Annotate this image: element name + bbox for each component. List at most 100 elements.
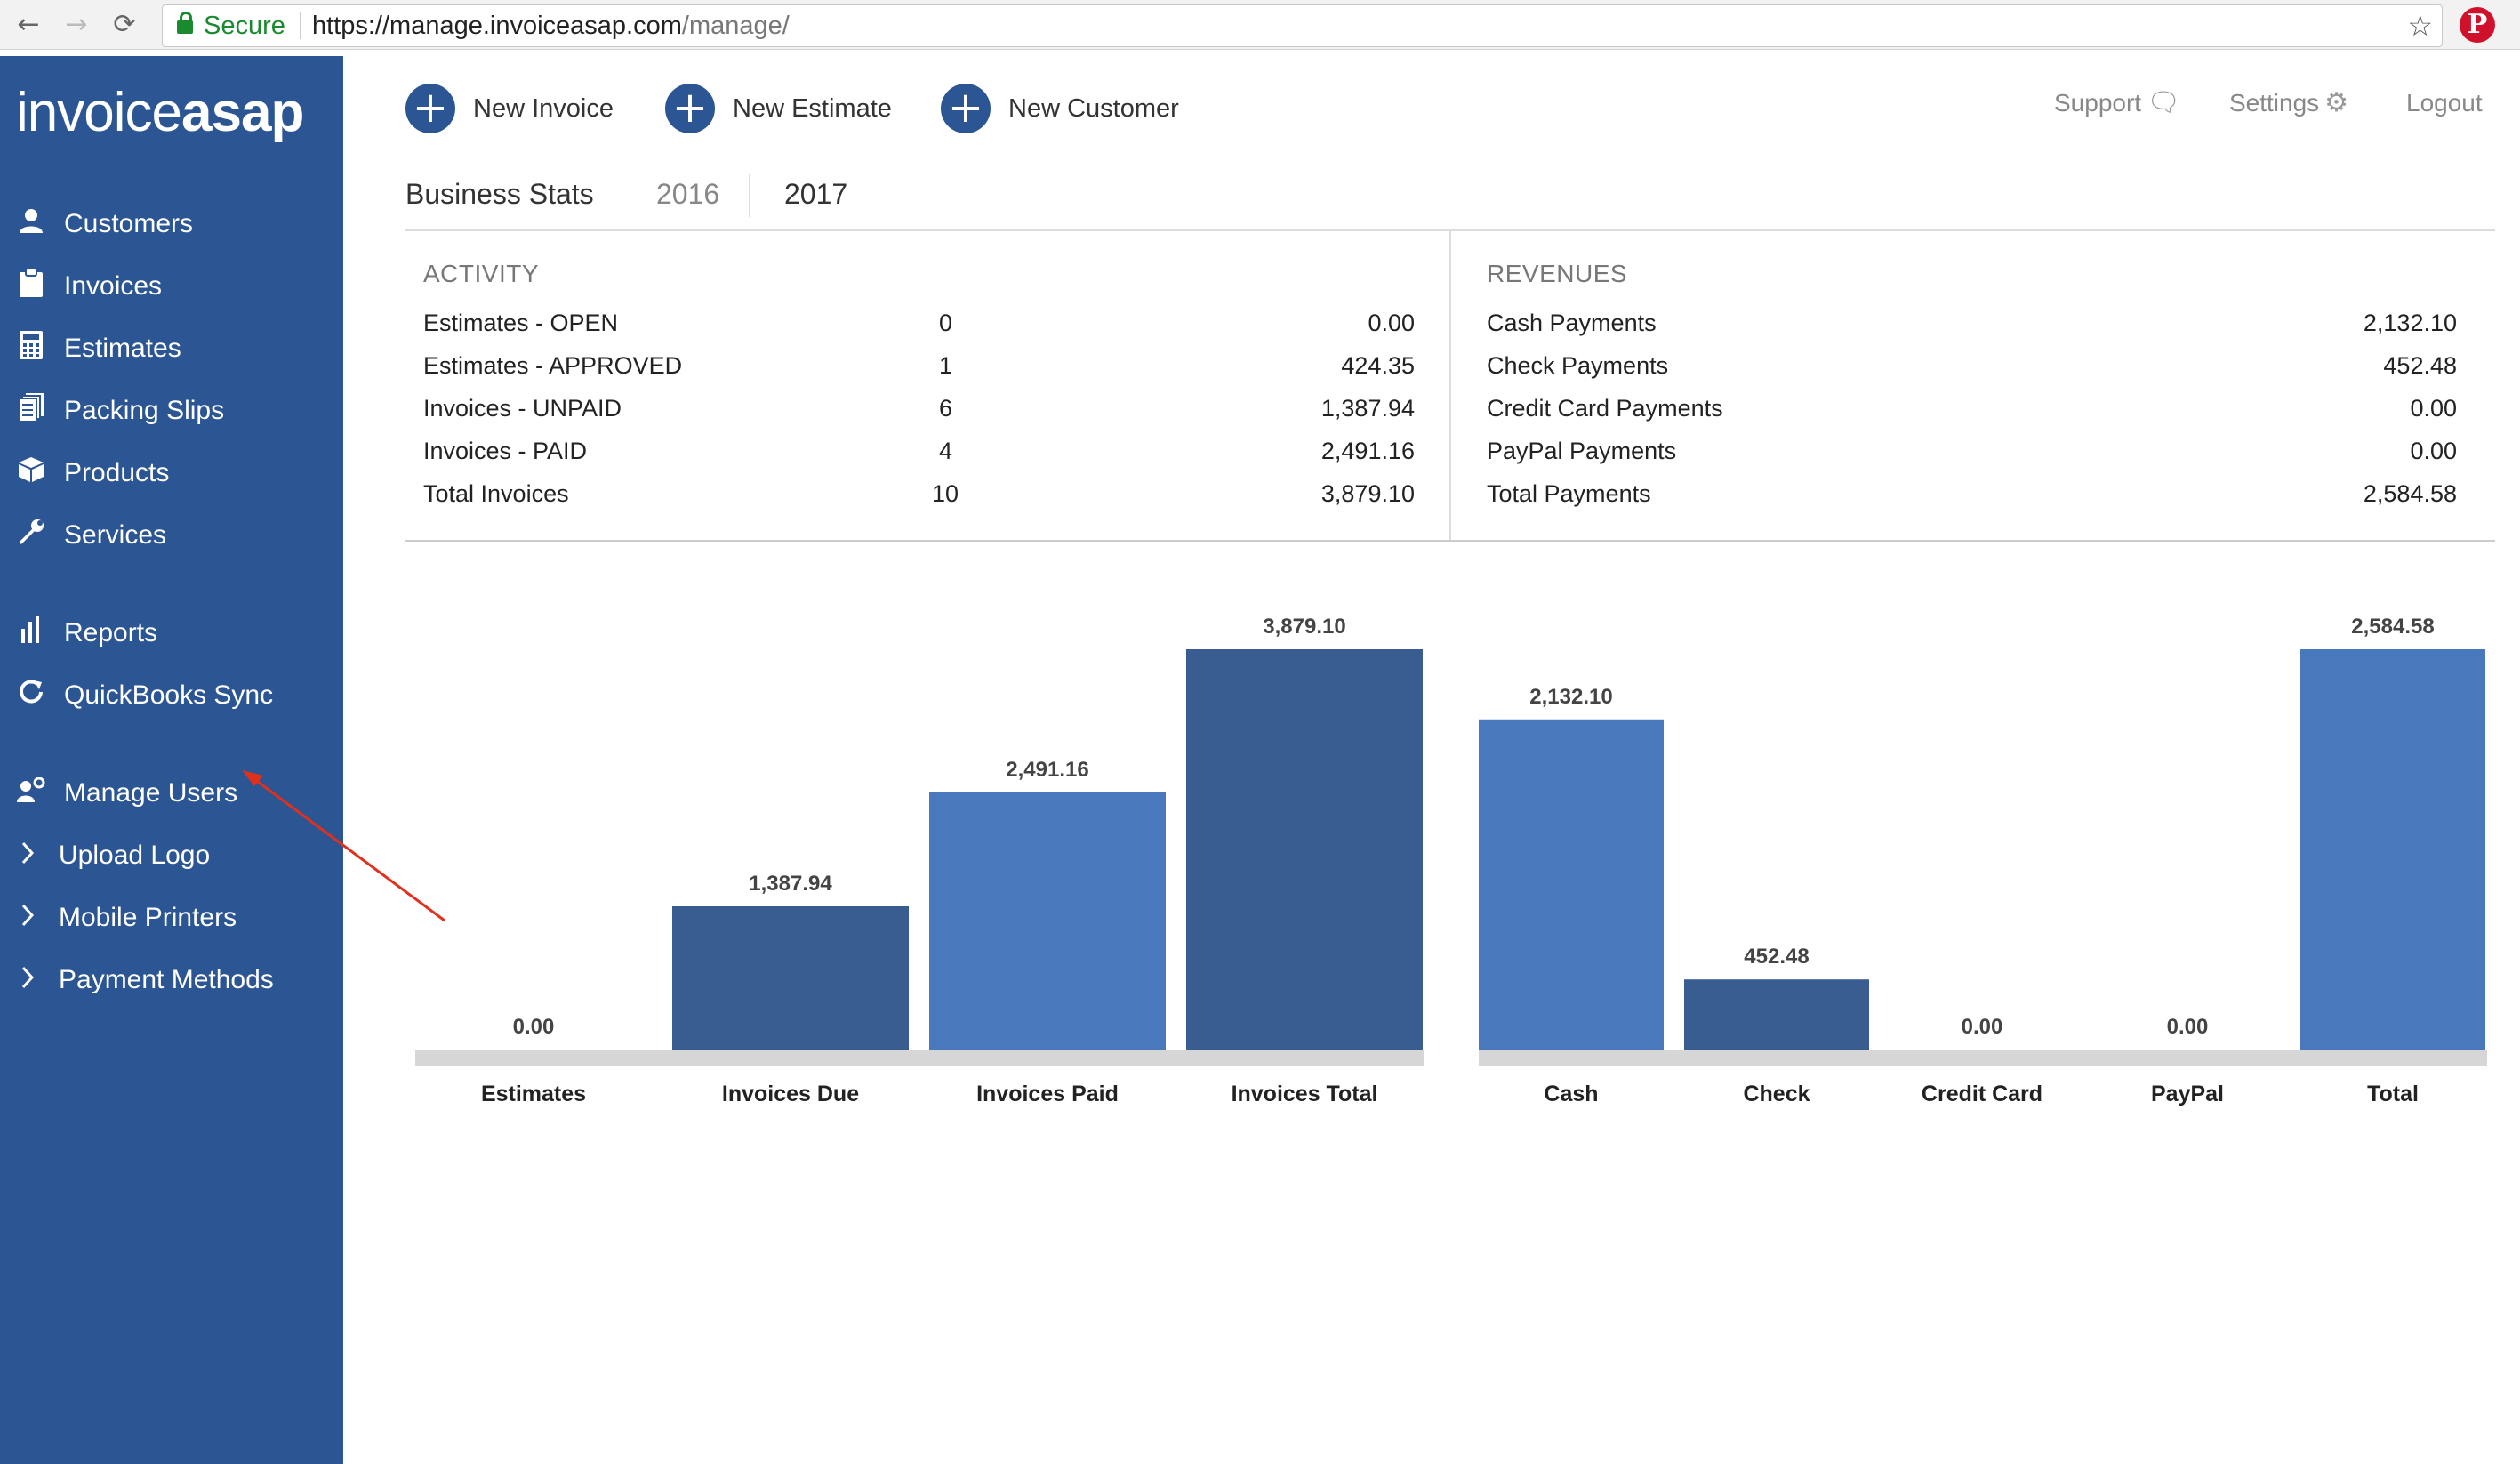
chart-category-label: Invoices Due [722,1082,859,1106]
clipboard-icon [14,268,48,304]
revenues-heading: REVENUES [1487,260,1628,287]
sidebar-item-manage-users[interactable]: Manage Users [0,767,343,820]
new-customer-button[interactable]: + New Customer [941,84,1179,133]
forward-arrow-icon[interactable]: → [65,9,88,40]
sidebar: invoiceasap Customers Invoices Estimates… [0,56,343,1464]
revenue-amount: 0.00 [2410,438,2457,464]
settings-link[interactable]: Settings ⚙ [2229,85,2348,121]
sidebar-item-services[interactable]: Services [0,509,343,562]
address-bar[interactable]: Secure https://manage.invoiceasap.com/ma… [162,4,2443,47]
table-row: Cash Payments 2,132.10 [1487,302,2457,344]
table-row: PayPal Payments 0.00 [1487,430,2457,472]
sidebar-item-label: Estimates [64,334,181,363]
table-row: Check Payments 452.48 [1487,344,2457,387]
revenue-label: Check Payments [1487,352,1669,379]
table-row: Invoices - UNPAID 6 1,387.94 [423,387,1415,430]
sidebar-item-label: Customers [64,209,194,238]
year-tab-2016[interactable]: 2016 [656,178,720,210]
chevron-right-icon [14,839,41,873]
chart-value-label: 2,491.16 [1006,758,1088,782]
table-row: Estimates - APPROVED 1 424.35 [423,344,1415,387]
chart-bar [1186,649,1423,1050]
chart-value-label: 3,879.10 [1263,615,1345,639]
sidebar-item-customers[interactable]: Customers [0,197,343,251]
chart-value-label: 2,132.10 [1529,685,1612,709]
activity-count: 10 [932,480,959,507]
chart-value-label: 0.00 [513,1015,555,1039]
chart-bar [929,792,1166,1050]
activity-count: 6 [939,395,953,422]
plus-circle-icon: + [665,84,715,133]
table-row: Total Invoices 10 3,879.10 [423,472,1415,515]
chart-category-label: Credit Card [1922,1082,2042,1106]
chart-category-label: Check [1743,1082,1810,1106]
table-row: Estimates - OPEN 0 0.00 [423,302,1415,344]
url-separator [300,12,301,39]
chart-category-label: Total [2367,1082,2419,1106]
chart-category-label: Invoices Paid [976,1082,1119,1106]
chat-bubble-icon: 🗨 [2147,87,2181,118]
revenue-amount: 452.48 [2383,352,2457,379]
bookmark-star-icon[interactable]: ☆ [2407,9,2433,43]
activity-amount: 424.35 [1341,352,1415,379]
activity-label: Total Invoices [423,480,569,507]
sidebar-item-quickbooks-sync[interactable]: QuickBooks Sync [0,669,343,722]
url-text[interactable]: https://manage.invoiceasap.com/manage/ [312,5,790,46]
revenue-label: Cash Payments [1487,310,1657,336]
settings-label: Settings [2229,89,2320,117]
support-link[interactable]: Support 🗨 [2054,85,2180,121]
logout-label: Logout [2406,89,2483,117]
activity-amount: 3,879.10 [1320,480,1415,507]
reload-icon[interactable]: ⟳ [113,9,136,40]
revenue-amount: 0.00 [2410,395,2457,422]
chart-baseline [1479,1050,2487,1066]
new-invoice-label: New Invoice [473,93,614,123]
new-invoice-button[interactable]: + New Invoice [405,84,614,133]
sidebar-item-mobile-printers[interactable]: Mobile Printers [0,891,343,945]
sidebar-item-invoices[interactable]: Invoices [0,260,343,313]
pinterest-extension-icon[interactable]: P [2460,7,2495,43]
manage-users-icon [14,776,48,809]
sidebar-item-products[interactable]: Products [0,446,343,500]
logo-part-asap: asap [181,82,304,143]
sidebar-item-label: Manage Users [64,778,238,808]
browser-toolbar: ← → ⟳ Secure https://manage.invoiceasap.… [0,0,2520,50]
chart-bar [1684,979,1869,1050]
chart-category-label: Estimates [481,1082,586,1106]
sidebar-item-reports[interactable]: Reports [0,607,343,660]
chart-bar [1479,719,1664,1050]
bar-chart-icon [14,616,48,650]
sidebar-item-payment-methods[interactable]: Payment Methods [0,953,343,1007]
chart-bar [672,905,909,1050]
revenue-label: PayPal Payments [1487,438,1677,464]
sidebar-item-label: Mobile Printers [59,903,237,932]
revenue-label: Credit Card Payments [1487,395,1723,422]
back-arrow-icon[interactable]: ← [17,9,40,40]
new-customer-label: New Customer [1008,93,1179,123]
calculator-icon [14,331,48,366]
logout-link[interactable]: Logout [2406,85,2483,121]
chevron-right-icon [14,901,41,935]
plus-circle-icon: + [941,84,991,133]
user-icon [14,208,48,240]
sidebar-item-estimates[interactable]: Estimates [0,322,343,375]
activity-label: Invoices - PAID [423,438,588,464]
sync-icon [14,679,48,712]
new-estimate-label: New Estimate [733,93,892,123]
activity-count: 4 [939,438,953,464]
url-base: https://manage.invoiceasap.com [312,12,682,40]
plus-circle-icon: + [405,84,455,133]
table-row: Invoices - PAID 4 2,491.16 [423,430,1415,472]
new-estimate-button[interactable]: + New Estimate [665,84,892,133]
sidebar-item-label: Payment Methods [59,965,274,994]
sidebar-item-label: Packing Slips [64,396,225,425]
table-row: Total Payments 2,584.58 [1487,472,2457,515]
sidebar-item-packing-slips[interactable]: Packing Slips [0,384,343,438]
invoiceasap-logo[interactable]: invoiceasap [16,81,304,144]
business-stats-title: Business Stats [405,178,594,210]
secure-indicator[interactable]: Secure [177,5,285,46]
sidebar-item-upload-logo[interactable]: Upload Logo [0,829,343,882]
year-tab-2017[interactable]: 2017 [784,178,848,210]
